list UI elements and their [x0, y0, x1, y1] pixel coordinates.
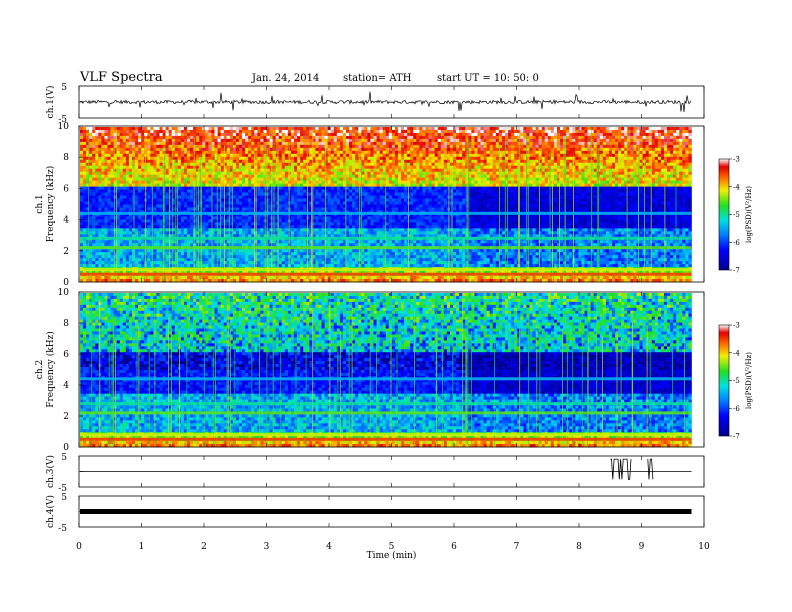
y-tick-label: 5: [61, 493, 67, 503]
x-axis-label: Time (min): [367, 550, 417, 561]
y-tick-label: 0: [63, 278, 69, 288]
station-label: station= ATH: [343, 73, 411, 84]
x-tick-label: 4: [326, 542, 332, 552]
colorbar-tick-label: -5: [733, 377, 740, 385]
colorbar-tick-label: -4: [733, 349, 740, 357]
y-tick-label: 10: [58, 288, 70, 298]
y-axis-label: ch.1: [35, 194, 45, 213]
x-tick-label: 8: [576, 542, 582, 552]
y-axis-label: ch.2: [35, 360, 45, 379]
ch3-burst: [647, 458, 654, 480]
colorbar-tick-label: -6: [733, 405, 740, 413]
colorbar-ch2: [718, 324, 730, 437]
spectrogram-ch1: [80, 127, 692, 283]
y-axis-label: ch.4(V): [45, 495, 56, 528]
x-tick-label: 10: [698, 542, 710, 552]
colorbar-tick-label: -7: [733, 433, 740, 441]
y-tick-label: 5: [61, 453, 67, 463]
x-tick-label: 2: [201, 542, 207, 552]
x-tick-label: 1: [139, 542, 145, 552]
date-label: Jan. 24, 2014: [252, 73, 319, 84]
start-time-label: start UT = 10: 50: 0: [437, 73, 539, 84]
y-axis-label: Frequency (kHz): [45, 166, 56, 243]
y-tick-label: 6: [63, 350, 69, 360]
y-tick-label: 0: [63, 443, 69, 453]
colorbar-tick-label: -7: [733, 267, 740, 275]
spectrogram-ch2: [79, 293, 692, 448]
colorbar-tick-label: -5: [733, 211, 740, 219]
x-tick-label: 5: [389, 542, 395, 552]
colorbar-ch1: [718, 158, 730, 271]
x-tick-label: 6: [451, 542, 457, 552]
colorbar-tick-label: -3: [733, 156, 740, 164]
x-tick-label: 7: [514, 542, 520, 552]
colorbar-tick-label: -6: [733, 239, 740, 247]
ch4-trace: [80, 509, 692, 514]
y-tick-label: 10: [58, 122, 70, 132]
y-tick-label: 4: [63, 216, 69, 226]
y-tick-label: 2: [63, 247, 69, 257]
y-axis-label: Frequency (kHz): [45, 331, 56, 408]
x-tick-label: 0: [76, 542, 82, 552]
y-axis-label: ch.1(V): [45, 86, 56, 119]
colorbar-tick-label: -3: [733, 322, 740, 330]
y-tick-label: -5: [58, 484, 67, 494]
y-tick-label: 5: [61, 83, 67, 93]
ch3-burst: [610, 458, 632, 480]
colorbar-label: log(PSD)(V²/Hz): [745, 352, 753, 409]
y-tick-label: 8: [63, 319, 69, 329]
y-tick-label: 8: [63, 153, 69, 163]
y-tick-label: 2: [63, 412, 69, 422]
colorbar-label: log(PSD)(V²/Hz): [745, 186, 753, 243]
x-tick-label: 9: [639, 542, 645, 552]
y-tick-label: -5: [58, 524, 67, 534]
ch1-trace: [80, 91, 692, 113]
y-axis-label: ch.3(V): [45, 455, 56, 488]
y-tick-label: -5: [58, 115, 67, 125]
colorbar-tick-label: -4: [733, 183, 740, 191]
chart-title: VLF Spectra: [80, 70, 163, 85]
y-tick-label: 4: [63, 381, 69, 391]
y-tick-label: 6: [63, 184, 69, 194]
x-tick-label: 3: [264, 542, 270, 552]
